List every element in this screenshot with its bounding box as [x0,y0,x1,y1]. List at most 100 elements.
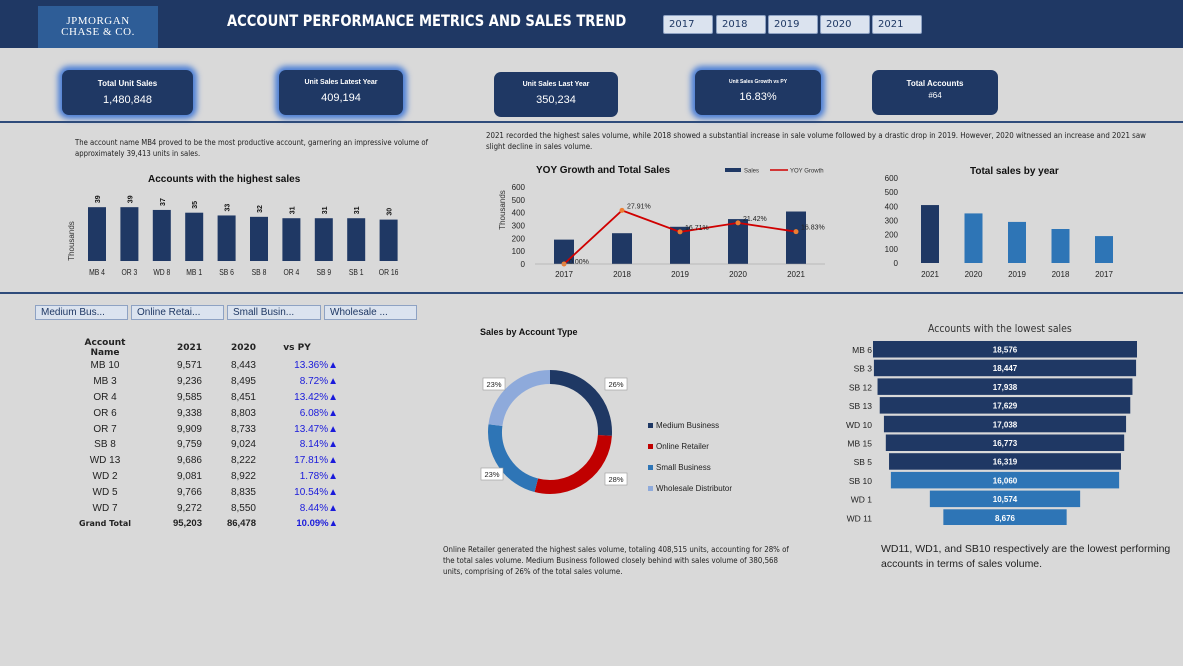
account-name-cell: MB 3 [93,376,117,388]
data-label: 35 [192,201,199,209]
data-label: 23% [484,470,499,479]
y-tick-label: WD 1 [851,495,873,505]
x-tick-label: SB 6 [219,267,234,277]
line-data-label: 21.42% [743,216,767,223]
table-row: WD 2 9,081 8,922 1.78%▲ [72,469,339,485]
bar [1008,221,1026,263]
header-vs-py: vs PY [283,343,311,353]
bar [1051,229,1070,263]
sales-2021-cell: 9,766 [176,486,202,498]
legend-swatch-sales [725,168,741,172]
data-label: 18,576 [993,346,1018,355]
bar [670,226,690,264]
vs-py-cell: 13.42%▲ [294,391,338,403]
bar [185,212,204,261]
bar [885,434,1125,451]
y-tick-label: 200 [512,234,526,243]
line-marker [735,220,741,226]
bar [873,359,1137,377]
y-axis-label: Thousands [67,221,76,261]
chart-title-donut: Sales by Account Type [480,327,578,337]
dashboard-title: ACCOUNT PERFORMANCE METRICS AND SALES TR… [227,11,627,30]
header-2020: 2020 [230,343,256,353]
x-tick-label: MB 1 [186,267,202,277]
sales-2020-cell: 8,222 [230,455,256,467]
chart-sales-by-account-type: 26% 28% 23% 23% Medium Business Online Retail… [480,370,732,494]
sales-2021-cell: 9,909 [176,423,202,435]
x-tick-label: 2019 [1008,270,1026,279]
data-label: 23% [486,380,501,389]
line-marker [677,229,683,235]
bar [152,209,171,261]
x-tick-label: SB 1 [349,267,364,277]
year-filter-2021[interactable]: 2021 [872,15,922,34]
sales-2020-cell: 8,803 [230,407,256,419]
bar [877,378,1133,395]
vs-py-cell: 8.14%▲ [299,439,338,451]
table-row: OR 7 9,909 8,733 13.47%▲ [72,421,338,437]
account-name-cell: WD 13 [89,455,121,467]
line-marker [793,229,799,235]
y-tick-label: 300 [512,222,526,231]
y-tick-label: SB 3 [854,364,873,374]
divider-mid [0,292,1183,294]
table-total-row: Grand Total 95,203 86,478 10.09%▲ [72,516,338,532]
x-tick-label: OR 16 [379,267,399,277]
sales-2020-cell: 8,835 [230,486,256,498]
chart-title-lowest: Accounts with the lowest sales [928,322,1072,335]
x-tick-label: SB 8 [252,267,267,277]
year-filter-2018[interactable]: 2018 [716,15,766,34]
bar [873,341,1137,358]
note-bottom-mid: Online Retailer generated the highest sa… [443,545,789,576]
data-label: 32 [257,205,264,213]
accounts-table: Account Name 2021 2020 vs PY MB 10 9,571 8… [72,338,338,532]
donut-slice [549,370,612,436]
x-tick-label: MB 4 [89,267,105,277]
year-filter-2019[interactable]: 2019 [768,15,818,34]
sales-2020-cell: 9,024 [230,439,256,451]
data-label-box [604,377,628,391]
bar [120,207,139,261]
y-tick-label: 400 [885,202,899,211]
table-header-row: Account Name 2021 2020 vs PY [72,338,338,358]
data-label-box [482,377,506,391]
bar [786,211,806,264]
sales-2020-cell: 8,443 [230,360,256,372]
bar [929,490,1081,508]
sales-2021-cell: 9,236 [176,376,202,388]
slicer-medium-business[interactable]: Medium Bus... [35,305,128,320]
x-tick-label: 2020 [729,270,747,279]
chart-title-byyear: Total sales by year [970,166,1059,177]
year-filter-2020[interactable]: 2020 [820,15,870,34]
slicer-online-retailer[interactable]: Online Retai... [131,305,224,320]
table-row: OR 4 9,585 8,451 13.42%▲ [72,390,338,406]
total-2020: 86,478 [226,518,256,530]
y-tick-label: WD 10 [846,420,872,430]
account-name-cell: WD 7 [92,502,118,514]
data-label: 33 [225,204,232,212]
total-2021: 95,203 [172,518,202,530]
slicer-small-business[interactable]: Small Busin... [227,305,321,320]
sales-2021-cell: 9,272 [176,502,202,514]
legend-label: Online Retailer [656,442,709,451]
table-row: MB 10 9,571 8,443 13.36%▲ [72,358,338,374]
sales-2021-cell: 9,081 [176,470,202,482]
y-tick-label: 0 [894,259,899,268]
vs-py-cell: 8.44%▲ [299,502,338,514]
line-data-label: 0.00% [569,259,589,266]
kpi-value: 1,480,848 [103,94,152,106]
sales-2020-cell: 8,922 [230,470,256,482]
chart-lowest-sales: 18,576 MB 6 18,447 SB 3 17,938 SB 12 17,629 SB … [846,341,1137,525]
bar [728,219,748,264]
sales-2021-cell: 9,686 [176,455,202,467]
year-filter-2017[interactable]: 2017 [663,15,713,34]
slicer-wholesale[interactable]: Wholesale ... [324,305,417,320]
legend-swatch [648,423,653,428]
sales-2020-cell: 8,733 [230,423,256,435]
y-tick-label: MB 15 [847,439,872,449]
legend-label: Small Business [656,463,711,472]
y-tick-label: MB 6 [852,345,872,355]
bar [314,218,333,261]
account-name-cell: WD 2 [92,470,118,482]
bar [379,219,398,261]
